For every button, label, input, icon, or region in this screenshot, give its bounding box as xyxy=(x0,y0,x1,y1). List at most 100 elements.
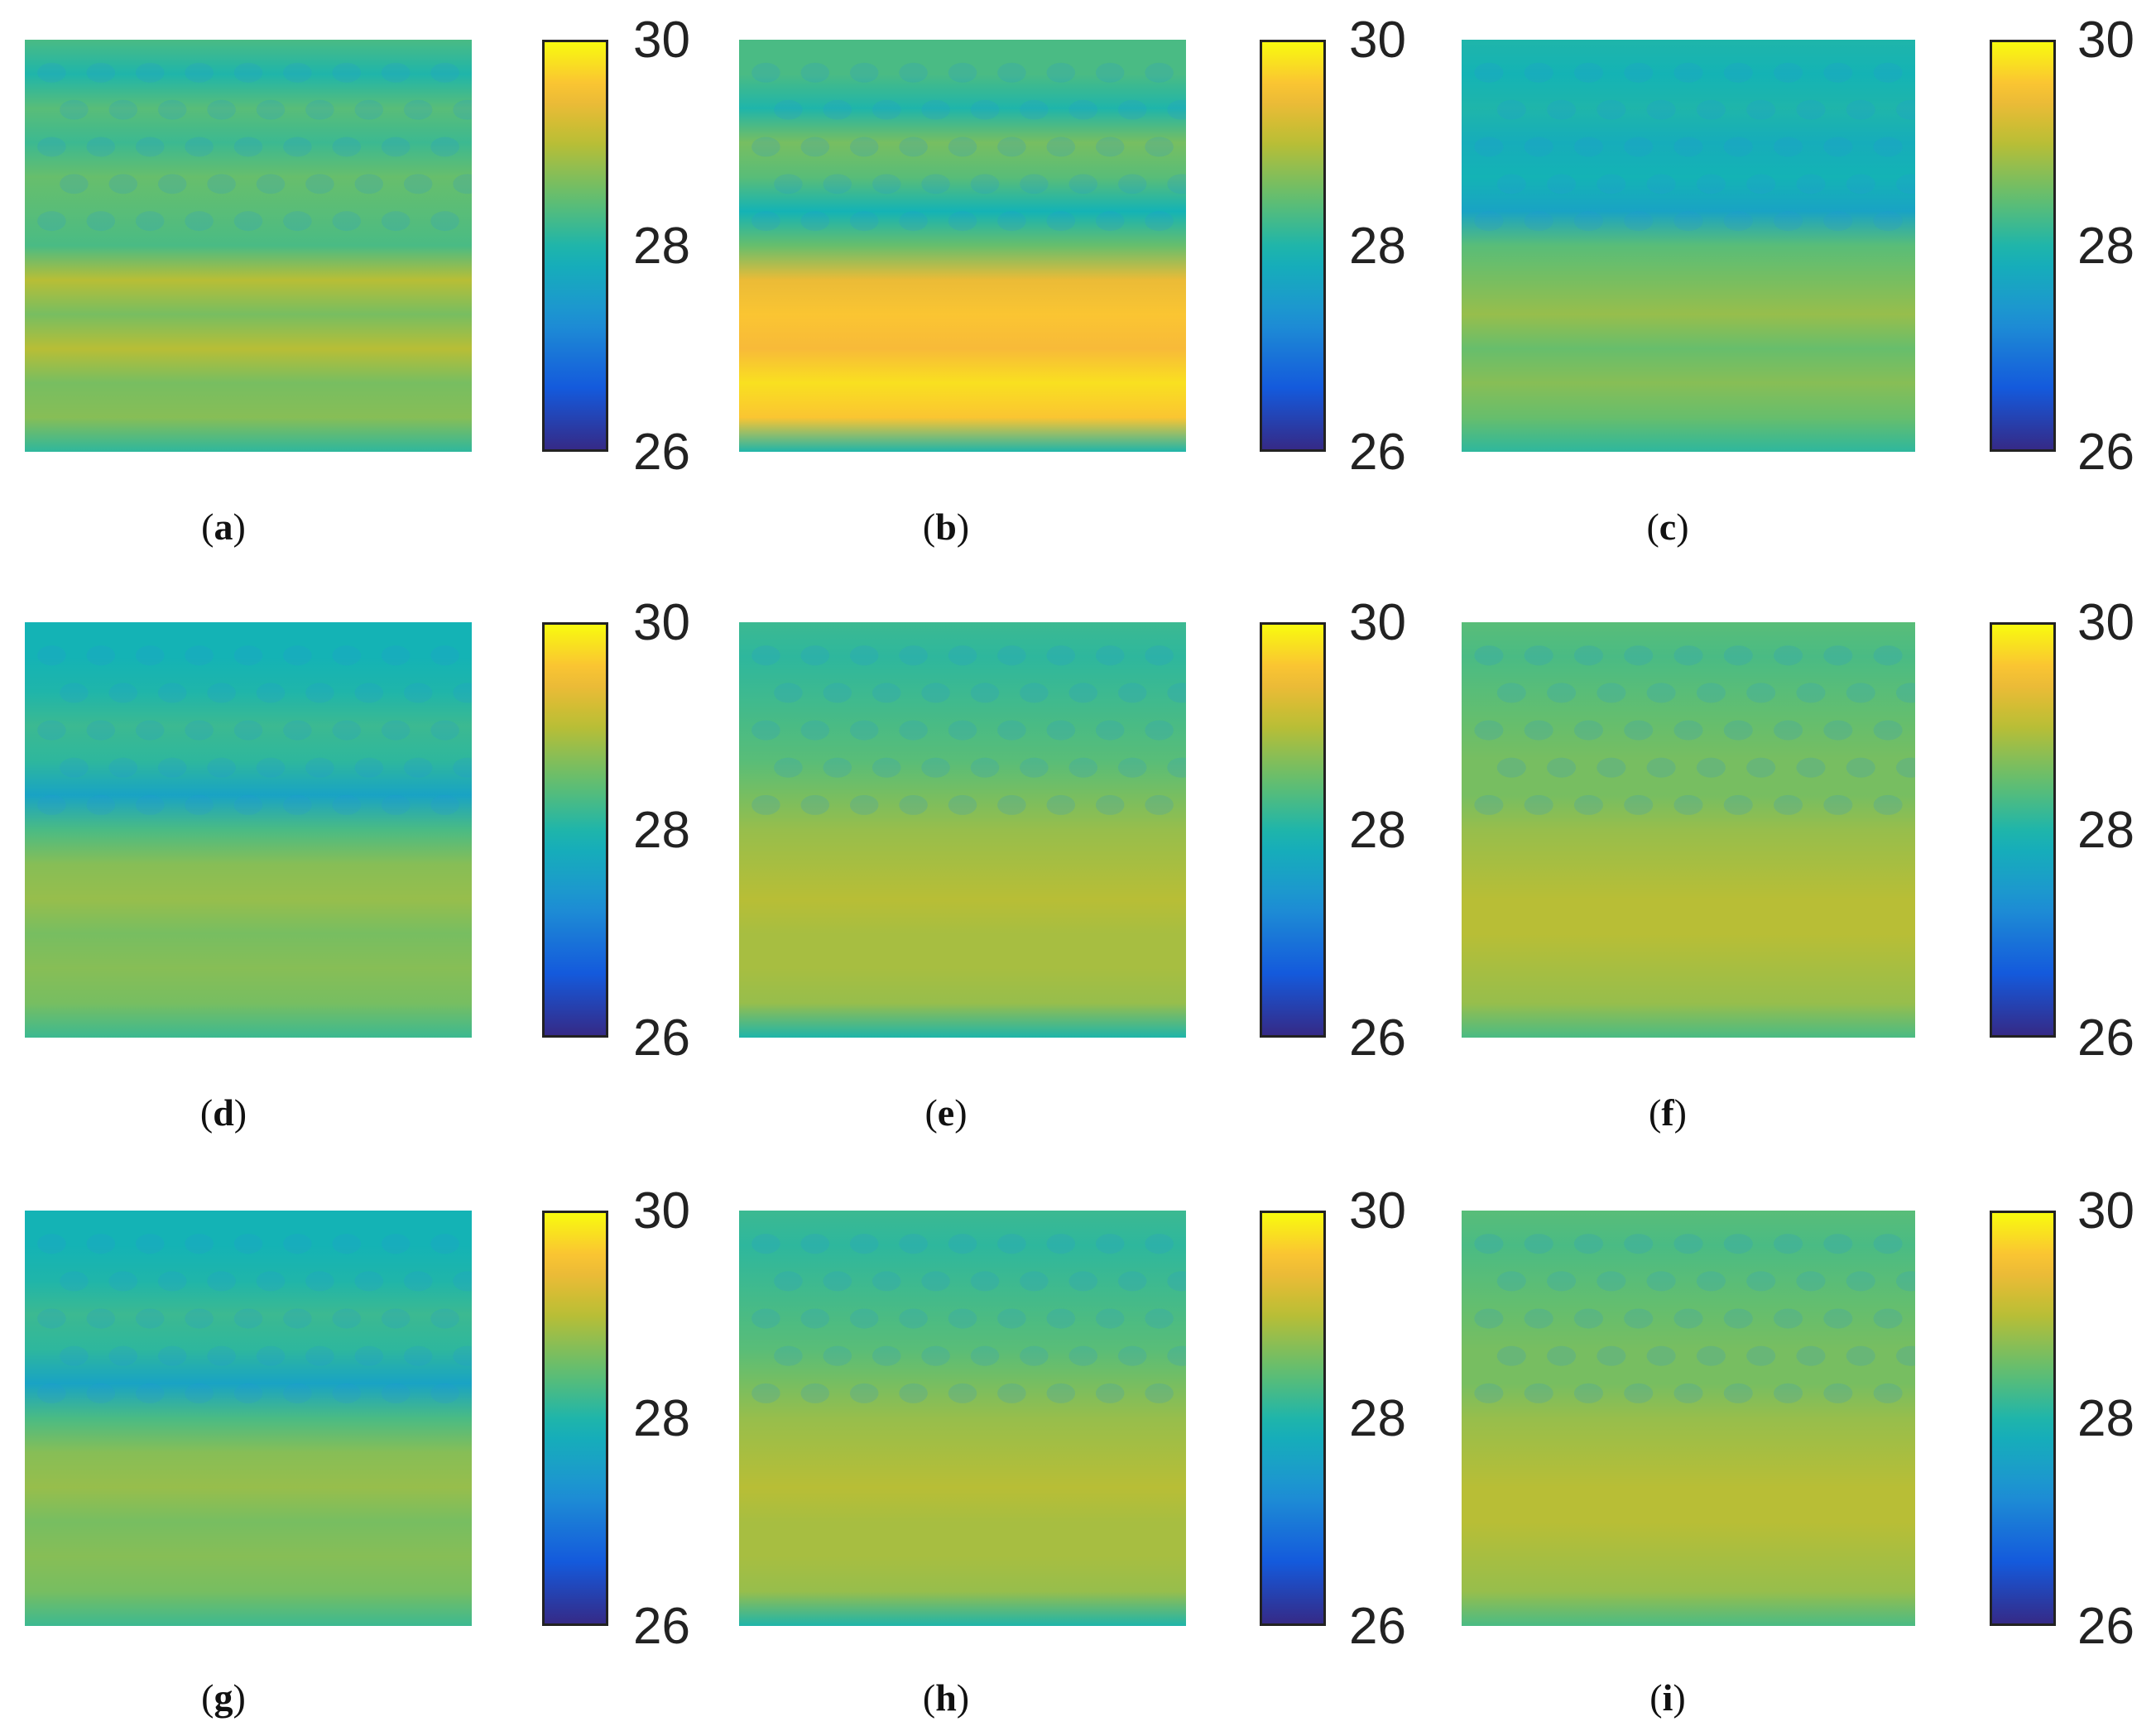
texture-blob xyxy=(1573,211,1603,232)
texture-blob xyxy=(751,1234,780,1254)
colorbar-tick-label: 30 xyxy=(2077,594,2134,651)
texture-blob xyxy=(921,174,950,194)
texture-blob xyxy=(1696,99,1726,120)
texture-blob xyxy=(60,99,89,120)
texture-blob xyxy=(1547,1271,1577,1292)
texture-blob xyxy=(60,757,89,778)
texture-blob xyxy=(1846,1271,1875,1292)
heatmap-i xyxy=(1462,1211,1915,1626)
texture-blob xyxy=(1624,1308,1654,1329)
texture-blob xyxy=(1145,1234,1174,1254)
texture-blob xyxy=(135,1383,165,1403)
heatmap-b xyxy=(739,40,1186,452)
colorbar-tick-label: 30 xyxy=(1349,594,1406,651)
texture-blob xyxy=(403,1271,433,1292)
texture-blob xyxy=(1046,645,1076,666)
texture-blob xyxy=(381,720,411,741)
texture-blob xyxy=(997,1234,1026,1254)
texture-blob xyxy=(1573,1234,1603,1254)
texture-blob xyxy=(1167,757,1186,778)
texture-blob xyxy=(233,645,263,666)
colorbar-i xyxy=(1990,1211,2056,1626)
texture-blob xyxy=(1646,1345,1676,1366)
texture-blob xyxy=(751,645,780,666)
texture-blob xyxy=(86,211,116,232)
colorbar-tick-label: 26 xyxy=(633,1598,690,1655)
texture-blob xyxy=(283,211,312,232)
texture-blob xyxy=(185,794,214,815)
texture-blob xyxy=(453,99,472,120)
texture-blob xyxy=(751,1308,780,1329)
texture-blob xyxy=(185,137,214,157)
texture-blob xyxy=(948,794,977,815)
texture-blob xyxy=(1873,62,1903,83)
texture-blob xyxy=(305,174,334,194)
panel-caption: (c) xyxy=(1646,506,1689,548)
texture-blob xyxy=(800,794,830,815)
texture-blob xyxy=(774,1271,803,1292)
texture-blob xyxy=(751,1383,780,1403)
texture-blob xyxy=(135,1308,165,1329)
texture-blob xyxy=(1796,1271,1826,1292)
texture-blob xyxy=(86,1383,116,1403)
texture-blob xyxy=(185,62,214,83)
texture-blob xyxy=(283,1234,312,1254)
texture-blob xyxy=(1746,1271,1776,1292)
texture-blob xyxy=(1774,211,1803,232)
texture-blob xyxy=(823,174,852,194)
texture-blob xyxy=(1046,137,1076,157)
texture-blob xyxy=(970,683,1000,703)
colorbar-tick-label: 28 xyxy=(1349,218,1406,275)
texture-blob xyxy=(1646,174,1676,194)
texture-blob xyxy=(233,1308,263,1329)
colorbar-tick-label: 28 xyxy=(2077,1390,2134,1447)
texture-blob xyxy=(354,757,384,778)
texture-blob xyxy=(1524,211,1553,232)
texture-blob xyxy=(997,645,1026,666)
texture-blob xyxy=(430,1308,459,1329)
texture-blob xyxy=(403,683,433,703)
texture-blob xyxy=(1895,757,1915,778)
texture-blob xyxy=(185,1383,214,1403)
texture-blob xyxy=(354,683,384,703)
texture-blob xyxy=(1774,1234,1803,1254)
texture-blob xyxy=(1723,645,1753,666)
texture-blob xyxy=(381,1234,411,1254)
texture-blob xyxy=(332,211,362,232)
texture-blob xyxy=(430,211,459,232)
texture-blob xyxy=(1723,1383,1753,1403)
texture-blob xyxy=(1597,683,1626,703)
texture-blob xyxy=(283,794,312,815)
texture-blob xyxy=(1068,757,1098,778)
heatmap-field xyxy=(25,622,472,1038)
texture-blob xyxy=(997,720,1026,741)
heatmap-field xyxy=(25,1211,472,1626)
texture-blob xyxy=(1524,794,1553,815)
texture-blob xyxy=(86,1234,116,1254)
texture-blob xyxy=(453,1271,472,1292)
texture-blob xyxy=(1095,62,1125,83)
texture-blob xyxy=(305,757,334,778)
colorbar-tick-label: 26 xyxy=(2077,424,2134,481)
texture-blob xyxy=(354,174,384,194)
texture-blob xyxy=(86,720,116,741)
texture-blob xyxy=(1895,99,1915,120)
texture-blob xyxy=(1673,794,1703,815)
texture-blob xyxy=(1597,174,1626,194)
texture-blob xyxy=(1547,1345,1577,1366)
texture-blob xyxy=(354,99,384,120)
heatmap-f xyxy=(1462,622,1915,1038)
texture-blob xyxy=(233,211,263,232)
texture-blob xyxy=(135,645,165,666)
texture-blob xyxy=(1145,1383,1174,1403)
texture-blob xyxy=(1474,211,1504,232)
colorbar-tick-label: 30 xyxy=(2077,12,2134,69)
heatmap-field xyxy=(739,1211,1186,1626)
texture-blob xyxy=(135,137,165,157)
texture-blob xyxy=(1117,174,1147,194)
texture-blob xyxy=(948,62,977,83)
texture-blob xyxy=(403,174,433,194)
texture-blob xyxy=(135,720,165,741)
heatmap-g xyxy=(25,1211,472,1626)
texture-blob xyxy=(233,137,263,157)
